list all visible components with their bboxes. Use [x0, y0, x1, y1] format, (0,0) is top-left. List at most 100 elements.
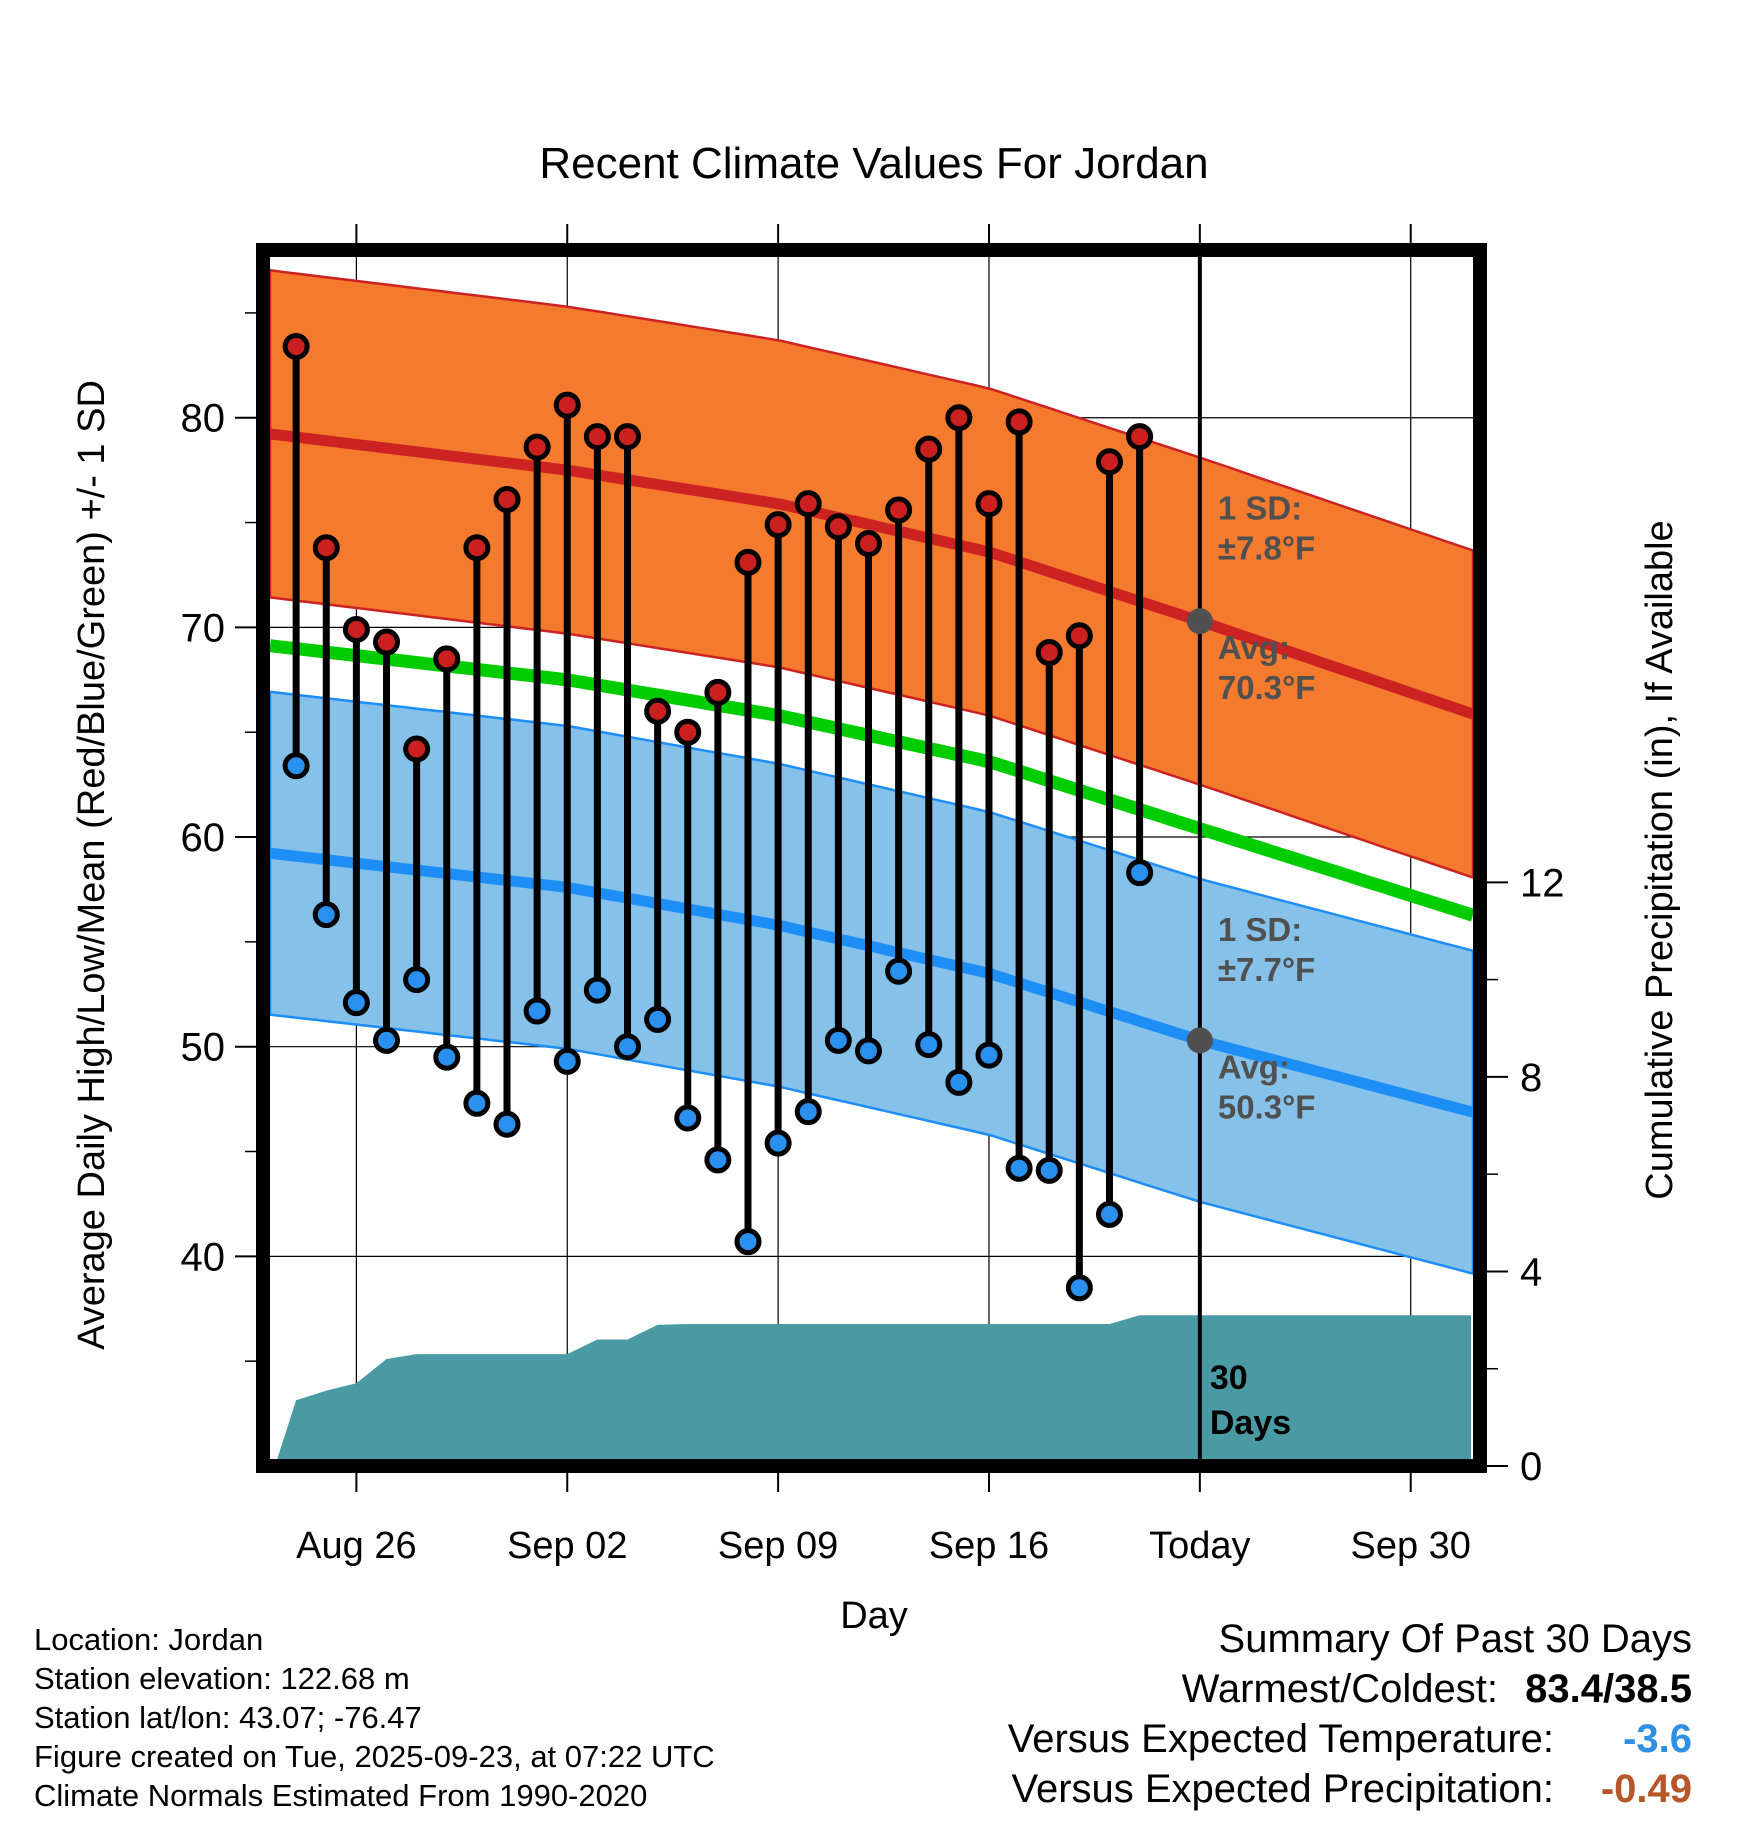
obs-low-point [493, 1110, 521, 1138]
obs-low-point [342, 989, 370, 1017]
obs-high-point [312, 534, 340, 562]
temp-deviation-label: Versus Expected Temperature: [1007, 1717, 1554, 1761]
y-tick-label: 50 [181, 1026, 226, 1070]
obs-high-point [854, 530, 882, 558]
obs-high-point [824, 513, 852, 541]
x-tick-label: Sep 02 [507, 1525, 627, 1567]
summary-panel: Summary Of Past 30 Days Warmest/Coldest:… [1008, 1614, 1692, 1814]
obs-high-point [433, 645, 461, 673]
obs-low-point [1005, 1154, 1033, 1182]
y2-tick-label: 8 [1520, 1056, 1542, 1100]
obs-low-point [1126, 859, 1154, 887]
chart-title: Recent Climate Values For Jordan [539, 139, 1208, 188]
obs-high-point [373, 628, 401, 656]
high-avg-label: Avg: [1218, 629, 1290, 666]
obs-low-point [644, 1005, 672, 1033]
obs-high-point [1095, 448, 1123, 476]
x-axis-label: Day [840, 1595, 908, 1637]
obs-low-point [854, 1037, 882, 1065]
precip-deviation-label: Versus Expected Precipitation: [1011, 1767, 1554, 1811]
latlon-text: Station lat/lon: 43.07; -76.47 [34, 1700, 422, 1735]
obs-low-point [885, 957, 913, 985]
obs-high-point [674, 718, 702, 746]
precip-deviation-value: -0.49 [1600, 1767, 1692, 1811]
obs-low-point [794, 1098, 822, 1126]
obs-low-point [282, 752, 310, 780]
high-avg-marker [1186, 608, 1213, 635]
location-text: Location: Jordan [34, 1622, 264, 1657]
obs-high-point [463, 534, 491, 562]
x-tick-label: Sep 09 [718, 1525, 838, 1567]
x-tick-label: Today [1149, 1525, 1250, 1567]
y2-tick-label: 0 [1520, 1445, 1542, 1489]
obs-high-point [613, 423, 641, 451]
obs-high-point [342, 615, 370, 643]
y2-tick-label: 12 [1520, 861, 1565, 905]
obs-high-point [1126, 423, 1154, 451]
y-tick-label: 60 [181, 816, 226, 860]
obs-low-point [523, 997, 551, 1025]
obs-high-point [1035, 639, 1063, 667]
obs-high-point [1005, 408, 1033, 436]
obs-low-point [945, 1068, 973, 1096]
y-tick-label: 40 [181, 1235, 226, 1279]
normals-text: Climate Normals Estimated From 1990-2020 [34, 1778, 648, 1813]
obs-low-point [312, 901, 340, 929]
today-window-label: Days [1210, 1404, 1291, 1442]
summary-title: Summary Of Past 30 Days [1218, 1617, 1692, 1661]
obs-high-point [523, 433, 551, 461]
y-tick-label: 80 [181, 397, 226, 441]
summary-warmest-coldest: Warmest/Coldest: 83.4/38.5 [1008, 1664, 1692, 1714]
warmest-coldest-label: Warmest/Coldest: [1181, 1667, 1498, 1711]
obs-high-point [764, 511, 792, 539]
high-sd-label: 1 SD: [1218, 490, 1302, 527]
obs-low-point [373, 1026, 401, 1054]
low-sd-label: 1 SD: [1218, 911, 1302, 948]
today-window-label: 30 [1210, 1359, 1248, 1397]
temp-deviation-value: -3.6 [1623, 1717, 1692, 1761]
obs-high-point [583, 423, 611, 451]
obs-low-point [734, 1228, 762, 1256]
plot-border [256, 243, 1487, 1473]
obs-high-point [282, 332, 310, 360]
obs-low-point [613, 1033, 641, 1061]
obs-low-point [1095, 1200, 1123, 1228]
obs-high-point [704, 678, 732, 706]
obs-low-point [1065, 1274, 1093, 1302]
y-tick-label: 70 [181, 606, 226, 650]
obs-high-point [915, 435, 943, 463]
obs-high-point [945, 404, 973, 432]
obs-high-point [403, 735, 431, 763]
low-avg-marker [1186, 1027, 1213, 1054]
obs-low-point [403, 966, 431, 994]
high-avg-value: 70.3°F [1218, 669, 1316, 706]
obs-low-point [704, 1146, 732, 1174]
obs-low-point [433, 1043, 461, 1071]
y2-axis-label: Cumulative Precipitation (in), If Availa… [1639, 520, 1681, 1199]
x-tick-label: Aug 26 [296, 1525, 416, 1567]
y-axis-label: Average Daily High/Low/Mean (Red/Blue/Gr… [71, 380, 113, 1350]
obs-low-point [583, 976, 611, 1004]
obs-high-point [553, 391, 581, 419]
obs-low-point [975, 1041, 1003, 1069]
obs-low-point [553, 1047, 581, 1075]
obs-low-point [463, 1089, 491, 1117]
low-avg-value: 50.3°F [1218, 1088, 1316, 1125]
x-tick-label: Sep 30 [1350, 1525, 1470, 1567]
y2-tick-label: 4 [1520, 1250, 1542, 1294]
obs-high-point [1065, 622, 1093, 650]
obs-high-point [493, 485, 521, 513]
elevation-text: Station elevation: 122.68 m [34, 1661, 410, 1696]
station-info: Location: Jordan Station elevation: 122.… [34, 1620, 715, 1815]
precip-area [275, 1315, 1471, 1466]
obs-high-point [644, 697, 672, 725]
created-text: Figure created on Tue, 2025-09-23, at 07… [34, 1739, 715, 1774]
obs-high-point [734, 548, 762, 576]
obs-low-point [1035, 1156, 1063, 1184]
x-tick-label: Sep 16 [929, 1525, 1049, 1567]
obs-high-point [975, 490, 1003, 518]
obs-low-point [915, 1031, 943, 1059]
warmest-coldest-value: 83.4/38.5 [1525, 1667, 1692, 1711]
